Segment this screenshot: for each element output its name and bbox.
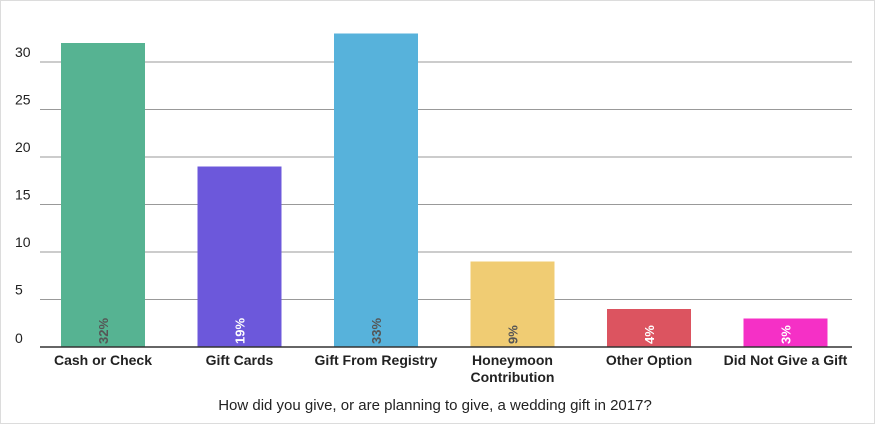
x-tick-label: Honeymoon	[472, 352, 553, 368]
data-label: 9%	[506, 325, 521, 344]
y-tick-label: 5	[15, 282, 23, 298]
data-label: 3%	[779, 325, 794, 344]
data-label: 4%	[642, 325, 657, 344]
bar	[197, 166, 282, 347]
x-tick-label: Other Option	[606, 352, 692, 368]
y-tick-label: 10	[15, 234, 31, 250]
x-axis-title: How did you give, or are planning to giv…	[218, 397, 652, 414]
bar	[607, 309, 691, 347]
data-label: 33%	[369, 318, 384, 344]
x-tick-label: Gift From Registry	[315, 352, 438, 368]
bar	[334, 33, 418, 347]
data-label: 32%	[96, 318, 111, 344]
y-tick-label: 0	[15, 330, 23, 346]
data-label: 19%	[233, 318, 248, 344]
y-tick-label: 25	[15, 92, 31, 108]
y-tick-label: 20	[15, 139, 31, 155]
x-tick-label: Cash or Check	[54, 352, 152, 368]
y-tick-label: 15	[15, 187, 31, 203]
x-tick-label: Contribution	[471, 369, 555, 385]
bar	[470, 261, 555, 347]
bar	[743, 318, 828, 347]
x-tick-label: Did Not Give a Gift	[724, 352, 848, 368]
x-tick-label: Gift Cards	[206, 352, 274, 368]
y-tick-label: 30	[15, 44, 31, 60]
bar	[61, 43, 145, 347]
